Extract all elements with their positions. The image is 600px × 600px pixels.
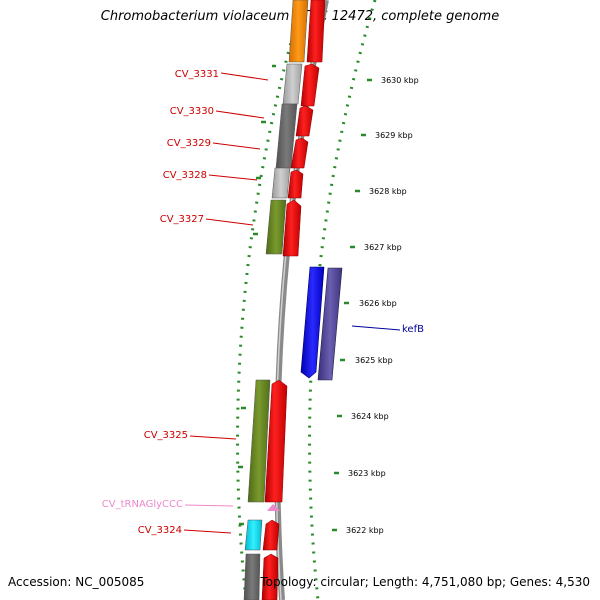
gene-arrow-CV_3324[interactable]	[262, 519, 280, 551]
gene-block-CV_3328[interactable]	[271, 167, 291, 199]
scale-label: 3625 kbp	[355, 356, 393, 365]
gene-block-orange[interactable]	[288, 0, 309, 63]
scale-label: 3622 kbp	[346, 526, 384, 535]
scale-label: 3630 kbp	[381, 76, 419, 85]
scale-label: 3627 kbp	[364, 243, 402, 252]
gene-block-CV_3327[interactable]	[265, 199, 287, 255]
label-leaders	[183, 72, 401, 534]
gene-arrow-top[interactable]	[306, 0, 326, 63]
gene-block-cyan[interactable]	[244, 519, 263, 551]
scale-label: 3626 kbp	[359, 299, 397, 308]
kefB-gene-block[interactable]	[317, 267, 343, 381]
gene-arrow-CV_3330[interactable]	[295, 105, 314, 137]
gene-label-CV_3328[interactable]: CV_3328	[163, 170, 207, 181]
gene-label-CV_3329[interactable]: CV_3329	[167, 138, 211, 149]
gene-label-CV_3325[interactable]: CV_3325	[144, 430, 188, 441]
leader-CV_3330	[215, 110, 265, 119]
scale-label: 3623 kbp	[348, 469, 386, 478]
genome-stats: Topology: circular; Length: 4,751,080 bp…	[260, 575, 590, 589]
scale-label: 3628 kbp	[369, 187, 407, 196]
leader-CV_3329	[212, 142, 261, 150]
leader-CV_tRNAGlyCCC	[184, 504, 234, 507]
leader-CV_3328	[208, 174, 258, 181]
gene-arrow-CV_3329[interactable]	[290, 137, 309, 169]
inner-ring-major-ticks	[238, 64, 276, 526]
kefB-gene-arrow[interactable]	[300, 266, 325, 379]
inner-tick-ring	[236, 0, 305, 600]
leader-kefB	[351, 325, 401, 331]
gene-arrow-bottom[interactable]	[261, 553, 279, 600]
gene-label-CV_tRNAGlyCCC[interactable]: CV_tRNAGlyCCC	[102, 499, 183, 510]
trna-marker[interactable]	[267, 504, 280, 511]
gene-arrow-CV_3331[interactable]	[300, 63, 320, 107]
kefB-gene-group[interactable]	[300, 266, 343, 381]
leader-CV_3327	[205, 218, 254, 226]
gene-label-kefB[interactable]: kefB	[402, 324, 424, 335]
scale-label: 3629 kbp	[375, 131, 413, 140]
gene-block-CV_3325[interactable]	[247, 379, 271, 503]
gene-arrow-CV_3327[interactable]	[282, 199, 302, 257]
gene-arrow-CV_3325[interactable]	[264, 379, 288, 503]
gene-block-CV_3331[interactable]	[282, 63, 303, 105]
outer-ring-major-ticks	[332, 78, 372, 532]
gene-label-CV_3330[interactable]: CV_3330	[170, 106, 214, 117]
leader-CV_3331	[220, 72, 269, 81]
gene-arrow-CV_3328[interactable]	[287, 169, 304, 199]
accession-info: Accession: NC_005085	[8, 575, 145, 589]
leader-CV_3324	[183, 529, 232, 534]
leader-CV_3325	[189, 435, 237, 440]
gene-label-CV_3331[interactable]: CV_3331	[175, 69, 219, 80]
scale-label: 3624 kbp	[351, 412, 389, 421]
inner-gene-track	[243, 0, 309, 600]
gene-block-grey-bottom[interactable]	[243, 553, 261, 600]
outer-gene-track	[261, 0, 326, 600]
gene-label-CV_3324[interactable]: CV_3324	[138, 525, 182, 536]
gene-label-CV_3327[interactable]: CV_3327	[160, 214, 204, 225]
